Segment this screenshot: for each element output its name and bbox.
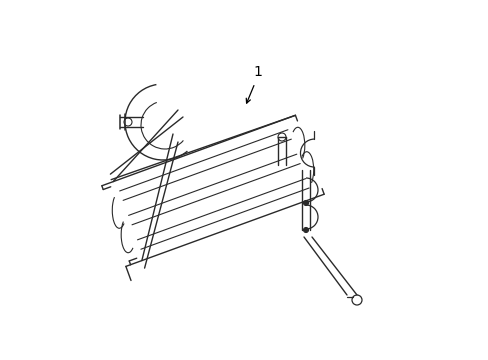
Circle shape [303,201,308,206]
Text: 1: 1 [253,65,262,79]
Circle shape [124,118,132,126]
Circle shape [278,133,285,141]
Circle shape [351,295,361,305]
Circle shape [303,228,308,233]
